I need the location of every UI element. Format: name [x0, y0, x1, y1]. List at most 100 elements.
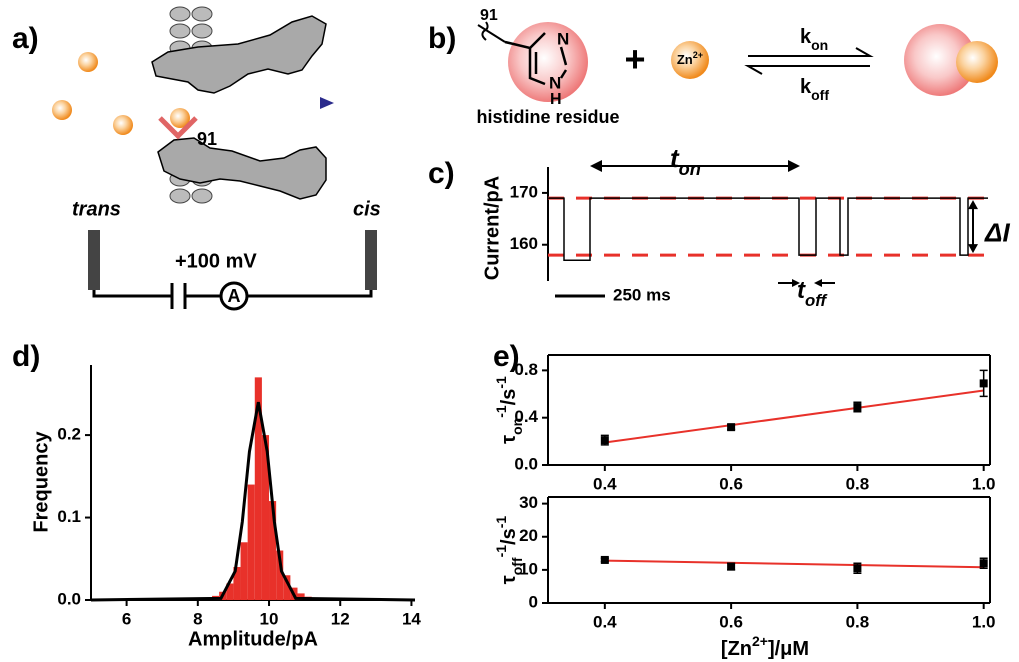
bar	[226, 583, 234, 600]
electrode-label: cis	[353, 198, 381, 220]
y-tick-label: 0.0	[514, 454, 538, 473]
panel-label: c)	[428, 157, 455, 190]
electrode	[88, 230, 100, 290]
arrow-head	[814, 279, 822, 287]
y-tick-label: 20	[519, 526, 538, 545]
x-tick-label: 8	[193, 609, 202, 628]
text-part: -1	[493, 516, 509, 529]
text-part: on	[679, 159, 701, 179]
text-part: /s	[498, 389, 520, 406]
bar	[247, 484, 255, 600]
residue-label: 91	[197, 129, 217, 149]
x-tick-label: 1.0	[972, 612, 996, 631]
text-part: 2+	[693, 50, 703, 60]
caption: histidine residue	[476, 107, 619, 127]
point	[979, 559, 988, 568]
electrode	[365, 230, 377, 290]
text-part: off	[811, 87, 829, 103]
y-tick-label: 0.8	[514, 360, 538, 379]
histidine	[508, 22, 588, 102]
y-tick-label: 0.1	[57, 507, 81, 526]
y-tick-label: 30	[519, 493, 538, 512]
x-tick-label: 12	[331, 609, 350, 628]
on-label: ton	[670, 143, 701, 179]
bar	[283, 575, 291, 600]
text-part: τ	[498, 575, 520, 584]
arrow-head	[792, 279, 800, 287]
arrow-head	[788, 160, 800, 172]
ion-label: Zn2+	[677, 50, 703, 67]
x-tick-label: 0.6	[719, 474, 743, 493]
text-part: ]/μM	[768, 638, 809, 660]
point	[600, 555, 609, 564]
text-part: on	[811, 37, 828, 53]
y-axis-title: τoff-1/s-1	[493, 516, 525, 585]
electrode-label: trans	[72, 198, 121, 220]
ammeter-label: A	[228, 286, 241, 306]
ring-atom: N	[557, 29, 569, 48]
x-tick-label: 1.0	[972, 474, 996, 493]
y-tick-label: 170	[510, 182, 538, 201]
x-tick-label: 0.4	[593, 612, 617, 631]
y-axis-title: τon-1/s-1	[493, 376, 525, 444]
bond	[477, 21, 506, 43]
x-tick-label: 0.4	[593, 474, 617, 493]
voltage-label: +100 mV	[175, 250, 257, 272]
scale-label: 250 ms	[613, 285, 671, 304]
protein	[151, 15, 327, 94]
zinc-ions	[52, 52, 190, 135]
arrow-head	[968, 244, 978, 254]
panel-label: b)	[428, 22, 456, 55]
y-tick-label: 0.0	[57, 589, 81, 608]
y-axis-title: Current/pA	[481, 176, 503, 280]
y-tick-label: 0.2	[57, 425, 81, 444]
equilibrium-arrows	[744, 47, 874, 75]
fit-curve	[90, 401, 416, 602]
y-axis-title: Frequency	[30, 431, 52, 533]
ring-atom: N	[549, 73, 561, 92]
text-part: k	[800, 26, 812, 48]
text-part: -1	[493, 405, 509, 418]
x-tick-label: 14	[402, 609, 421, 628]
panel-label: e)	[493, 340, 520, 373]
point	[727, 562, 736, 571]
zinc-ion	[671, 41, 709, 79]
text-part: [Zn	[721, 638, 752, 660]
point	[853, 403, 862, 412]
text-part: /s	[498, 528, 520, 545]
delta-label: ΔI	[984, 217, 1010, 247]
x-tick-label: 0.8	[846, 474, 870, 493]
text-part: off	[805, 291, 828, 310]
bar	[276, 550, 284, 600]
y-tick-label: 10	[519, 559, 538, 578]
text-part: t	[670, 143, 680, 173]
bar	[269, 501, 277, 600]
text-part: on	[509, 418, 525, 435]
protein	[157, 137, 327, 200]
off-label: toff	[797, 277, 828, 310]
plus: +	[624, 39, 645, 80]
x-axis-title: Amplitude/pA	[188, 628, 318, 650]
x-tick-label: 6	[122, 609, 131, 628]
arrow-head	[968, 200, 978, 210]
product	[904, 24, 976, 96]
y-tick-label: 160	[510, 234, 538, 253]
text-part: off	[509, 557, 525, 575]
x-axis-title: [Zn2+]/μM	[721, 633, 809, 661]
bar	[297, 593, 305, 600]
panel-label: d)	[12, 340, 40, 373]
bar	[240, 542, 248, 600]
text-part: -1	[493, 376, 509, 389]
bar	[233, 567, 241, 600]
rate-label: koff	[800, 76, 829, 102]
text-part: k	[800, 76, 812, 98]
x-tick-label: 0.8	[846, 612, 870, 631]
fit-line	[604, 389, 984, 444]
point	[979, 379, 988, 388]
text-part: Zn	[677, 52, 693, 67]
x-tick-label: 0.6	[719, 612, 743, 631]
x-tick-label: 10	[260, 609, 279, 628]
imidazole	[504, 32, 568, 86]
product-ion	[956, 41, 998, 83]
